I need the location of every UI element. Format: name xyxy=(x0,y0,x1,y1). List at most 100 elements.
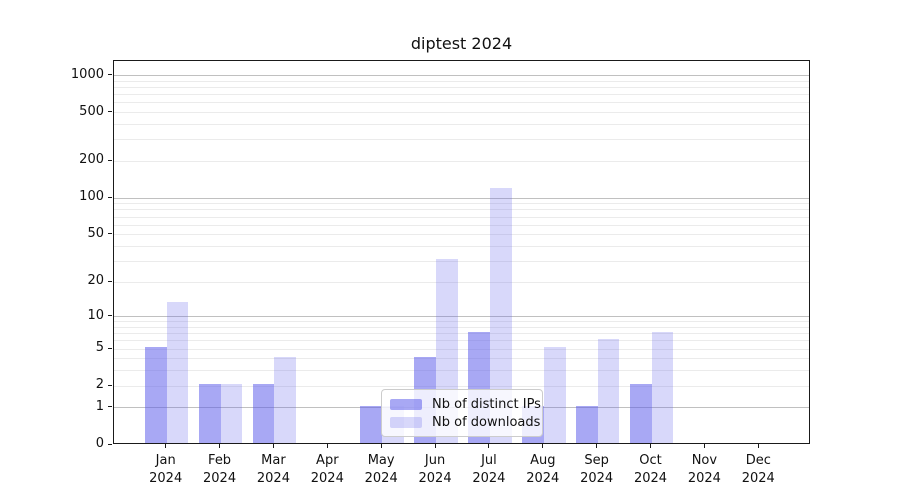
x-axis-tick-label-dec: Dec 2024 xyxy=(728,452,788,488)
legend-swatch-distinct-ips xyxy=(390,398,422,410)
bar-distinct-ips-feb xyxy=(198,384,221,443)
bar-distinct-ips-oct xyxy=(629,384,652,443)
legend-item-downloads: Nb of downloads xyxy=(390,414,540,430)
x-axis-tick-label-apr: Apr 2024 xyxy=(297,452,357,488)
x-tick-mark-aug xyxy=(542,444,544,448)
gridline-minor-60 xyxy=(114,224,809,226)
gridline-minor-400 xyxy=(114,123,809,125)
gridline-minor-8 xyxy=(114,326,809,328)
y-axis-tick-label-20: 20 xyxy=(87,273,104,289)
x-tick-mark-jul xyxy=(488,444,490,448)
x-tick-mark-nov xyxy=(703,444,705,448)
x-axis-year-label: 2024 xyxy=(364,471,398,486)
gridline-minor-500 xyxy=(114,112,809,114)
x-tick-mark-mar xyxy=(272,444,274,448)
x-axis-year-label: 2024 xyxy=(633,471,668,486)
bar-downloads-aug xyxy=(543,347,566,443)
x-tick-mark-jun xyxy=(434,444,436,448)
x-axis-tick-label-jan: Jan 2024 xyxy=(136,452,196,488)
x-axis-tick-label-jun: Jun 2024 xyxy=(405,452,465,488)
x-axis-tick-label-may: May 2024 xyxy=(351,452,411,488)
gridline-minor-3 xyxy=(114,370,809,372)
gridline-minor-4 xyxy=(114,358,809,360)
y-tick-mark-100 xyxy=(108,196,112,198)
gridline-major-1000 xyxy=(114,75,809,77)
bar-downloads-mar xyxy=(274,356,297,443)
gridline-minor-700 xyxy=(114,94,809,96)
gridline-minor-600 xyxy=(114,102,809,104)
gridline-minor-80 xyxy=(114,209,809,211)
x-axis-year-label: 2024 xyxy=(149,471,183,486)
bar-distinct-ips-jan xyxy=(144,347,167,443)
gridline-minor-70 xyxy=(114,216,809,218)
x-axis-year-label: 2024 xyxy=(203,471,237,486)
chart-title: diptest 2024 xyxy=(410,34,513,53)
gridline-minor-50 xyxy=(114,234,809,236)
gridline-major-100 xyxy=(114,197,809,199)
gridline-minor-900 xyxy=(114,80,809,82)
x-tick-mark-jan xyxy=(165,444,167,448)
gridline-minor-200 xyxy=(114,160,809,162)
bar-distinct-ips-may xyxy=(360,405,383,443)
y-axis-tick-label-2: 2 xyxy=(95,377,104,393)
gridline-minor-9 xyxy=(114,321,809,323)
legend: Nb of distinct IPs Nb of downloads xyxy=(381,389,543,437)
bar-downloads-oct xyxy=(651,331,674,443)
gridline-minor-20 xyxy=(114,281,809,283)
gridline-minor-90 xyxy=(114,203,809,205)
gridline-minor-40 xyxy=(114,245,809,247)
x-axis-tick-label-sep: Sep 2024 xyxy=(567,452,627,488)
gridline-minor-300 xyxy=(114,139,809,141)
x-axis-year-label: 2024 xyxy=(580,471,614,486)
legend-item-distinct-ips: Nb of distinct IPs xyxy=(390,396,541,412)
x-axis-year-label: 2024 xyxy=(741,471,775,486)
x-tick-mark-apr xyxy=(326,444,328,448)
y-axis-tick-label-0: 0 xyxy=(95,436,104,451)
x-tick-mark-oct xyxy=(650,444,652,448)
x-axis-year-label: 2024 xyxy=(526,471,560,486)
x-axis-year-label: 2024 xyxy=(256,471,290,486)
gridline-minor-30 xyxy=(114,260,809,262)
x-axis-tick-label-aug: Aug 2024 xyxy=(513,452,573,488)
x-axis-year-label: 2024 xyxy=(472,471,506,486)
y-tick-mark-1000 xyxy=(108,74,112,76)
gridline-minor-6 xyxy=(114,340,809,342)
x-axis-tick-label-jul: Jul 2024 xyxy=(459,452,519,488)
y-axis-tick-label-1000: 1000 xyxy=(70,66,104,82)
y-axis-tick-label-200: 200 xyxy=(79,152,104,168)
y-tick-mark-5 xyxy=(108,347,112,349)
bar-distinct-ips-sep xyxy=(575,405,598,443)
gridline-minor-800 xyxy=(114,86,809,88)
bar-distinct-ips-mar xyxy=(252,384,275,443)
x-tick-mark-dec xyxy=(757,444,759,448)
y-axis-tick-label-1: 1 xyxy=(95,398,104,414)
y-axis-tick-label-50: 50 xyxy=(87,225,104,241)
bar-downloads-sep xyxy=(597,338,620,443)
gridline-major-10 xyxy=(114,316,809,318)
x-axis-year-label: 2024 xyxy=(687,471,721,486)
y-tick-mark-50 xyxy=(108,233,112,235)
x-axis-tick-label-nov: Nov 2024 xyxy=(674,452,734,488)
x-tick-mark-sep xyxy=(596,444,598,448)
y-tick-mark-0 xyxy=(108,443,112,445)
x-tick-mark-may xyxy=(380,444,382,448)
y-tick-mark-1 xyxy=(108,406,112,408)
legend-label-distinct-ips: Nb of distinct IPs xyxy=(432,396,541,412)
gridline-minor-7 xyxy=(114,333,809,335)
x-axis-tick-label-feb: Feb 2024 xyxy=(190,452,250,488)
x-axis-tick-label-oct: Oct 2024 xyxy=(621,452,681,488)
x-axis-tick-label-mar: Mar 2024 xyxy=(243,452,303,488)
bar-downloads-feb xyxy=(220,384,243,443)
y-axis-tick-label-100: 100 xyxy=(79,189,104,205)
legend-swatch-downloads xyxy=(390,416,422,428)
x-tick-mark-feb xyxy=(219,444,221,448)
y-tick-mark-500 xyxy=(108,111,112,113)
y-tick-mark-200 xyxy=(108,159,112,161)
y-axis-tick-label-10: 10 xyxy=(87,307,104,323)
bar-downloads-jul xyxy=(489,187,512,443)
y-tick-mark-2 xyxy=(108,384,112,386)
legend-label-downloads: Nb of downloads xyxy=(432,414,541,430)
plot-area xyxy=(113,60,810,444)
x-axis-year-label: 2024 xyxy=(418,471,452,486)
